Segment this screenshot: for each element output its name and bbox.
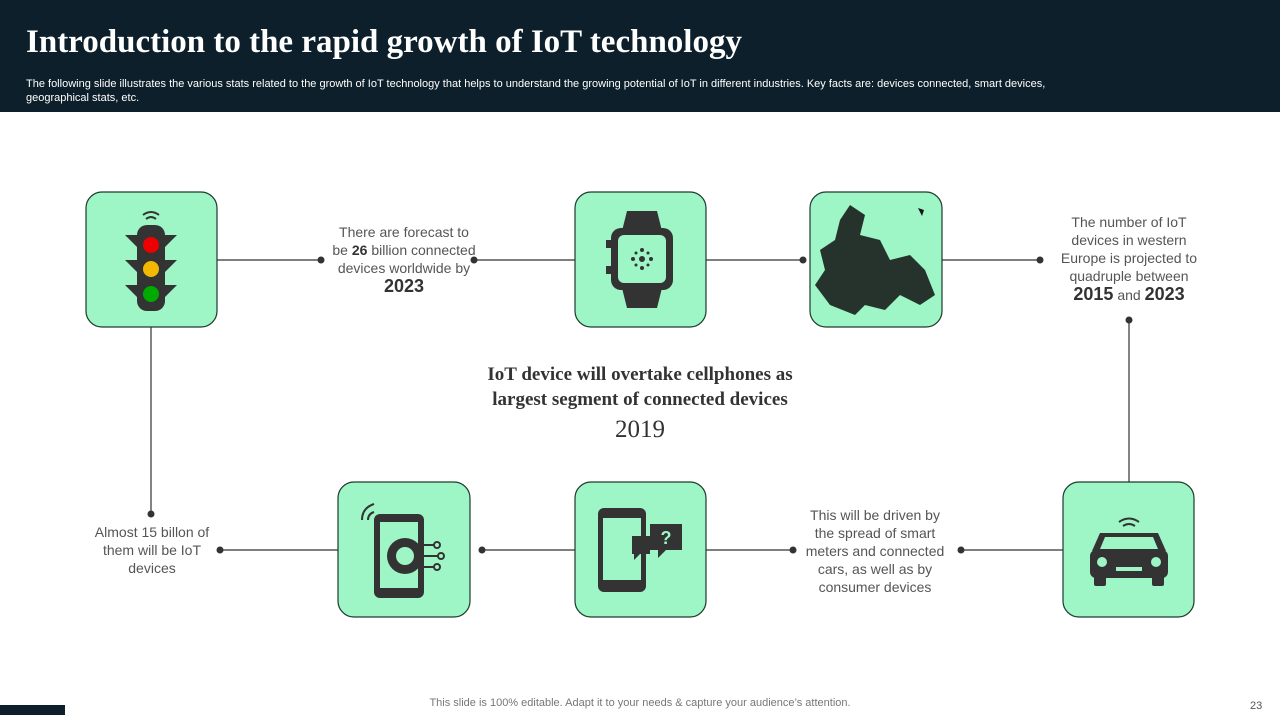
fact-text: This will be driven by the spread of sma…	[805, 507, 945, 595]
fact-number: 2023	[1144, 284, 1185, 304]
dots	[147, 256, 1133, 554]
fact-number: 26	[351, 242, 368, 258]
fact-number: 2023	[383, 276, 425, 296]
fact: There are forecast to be 26 billion conn…	[330, 223, 478, 296]
fact-text: The number of IoT devices in western Eur…	[1060, 214, 1198, 284]
page-number: 23	[1250, 700, 1263, 712]
fact-text: and	[1117, 287, 1141, 303]
traffic-light-icon	[125, 211, 177, 311]
europe-map-icon	[815, 205, 935, 315]
fact: This will be driven by the spread of sma…	[800, 506, 950, 596]
footer-bar	[0, 705, 65, 715]
footer-note: This slide is 100% editable. Adapt it to…	[429, 697, 851, 709]
connectors	[150, 259, 1130, 551]
svg-text:?: ?	[661, 528, 672, 548]
phone-chat-icon: ?	[598, 508, 682, 592]
car-icon	[1090, 517, 1168, 586]
center-year: 2019	[615, 416, 665, 443]
title: Introduction to the rapid growth of IoT …	[26, 24, 742, 60]
fact-number: 2015	[1073, 284, 1114, 304]
center-statement: IoT device will overtake cellphones as l…	[460, 362, 820, 444]
fact-text: billion connected devices worldwide by	[337, 242, 476, 276]
fact-text: Almost 15 billon of them will be IoT dev…	[94, 524, 210, 576]
fact: The number of IoT devices in western Eur…	[1052, 213, 1206, 304]
header: Introduction to the rapid growth of IoT …	[0, 0, 1280, 112]
fact: Almost 15 billon of them will be IoT dev…	[86, 523, 218, 577]
subtitle: The following slide illustrates the vari…	[26, 78, 1046, 104]
fact-text: There are forecast to be	[332, 224, 469, 258]
smartwatch-icon	[606, 211, 673, 308]
phone-gear-icon	[361, 503, 445, 598]
center-text: IoT device will overtake cellphones as l…	[487, 364, 793, 410]
